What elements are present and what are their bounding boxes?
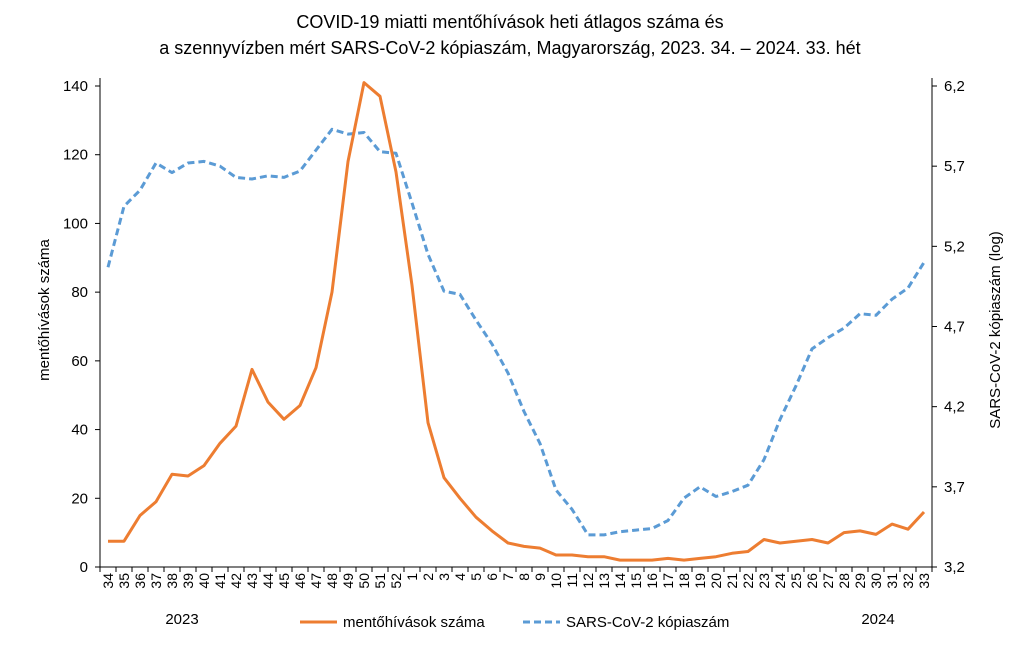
y-tick-label: 0 xyxy=(80,559,88,576)
x-tick-label: 34 xyxy=(100,573,116,589)
x-tick-label: 9 xyxy=(532,573,548,581)
x-tick-label: 48 xyxy=(324,573,340,589)
x-tick-label: 29 xyxy=(852,573,868,589)
x-tick-label: 35 xyxy=(116,573,132,589)
x-tick-label: 42 xyxy=(228,573,244,589)
chart-title-line-1: COVID-19 miatti mentőhívások heti átlago… xyxy=(296,12,723,32)
year-label-2024: 2024 xyxy=(861,611,894,628)
series-line-mentohivasok xyxy=(108,81,926,562)
y-tick-label: 20 xyxy=(71,490,88,507)
y-axis-label: mentőhívások száma xyxy=(36,238,53,380)
chart-title: COVID-19 miatti mentőhívások heti átlago… xyxy=(159,12,860,58)
x-tick-label: 27 xyxy=(820,573,836,589)
x-tick-label: 5 xyxy=(468,573,484,581)
x-tick-label: 38 xyxy=(164,573,180,589)
x-tick-label: 31 xyxy=(884,573,900,589)
x-tick-label: 33 xyxy=(916,573,932,589)
x-tick-label: 2 xyxy=(420,573,436,581)
series-line-sars-cov-2 xyxy=(106,127,926,537)
y2-axis-label: SARS-CoV-2 kópiaszám (log) xyxy=(987,231,1004,429)
y2-tick-label: 3,2 xyxy=(944,559,965,576)
x-tick-label: 22 xyxy=(740,573,756,589)
x-tick-label: 19 xyxy=(692,573,708,589)
legend: mentőhívások száma SARS-CoV-2 kópiaszám xyxy=(300,614,729,631)
x-tick-label: 1 xyxy=(404,573,420,581)
x-tick-label: 6 xyxy=(484,573,500,581)
y2-tick-label: 3,7 xyxy=(944,479,965,496)
y2-tick-label: 5,2 xyxy=(944,238,965,255)
axes: 0204060801001201403,23,74,24,75,25,76,23… xyxy=(63,78,965,589)
x-tick-label: 26 xyxy=(804,573,820,589)
y-tick-label: 60 xyxy=(71,353,88,370)
x-tick-label: 7 xyxy=(500,573,516,581)
x-tick-label: 12 xyxy=(580,573,596,589)
x-tick-label: 30 xyxy=(868,573,884,589)
x-tick-label: 52 xyxy=(388,573,404,589)
x-tick-label: 40 xyxy=(196,573,212,589)
x-tick-label: 20 xyxy=(708,573,724,589)
series-layer xyxy=(106,81,926,562)
x-tick-label: 14 xyxy=(612,573,628,589)
legend-label-mentohivasok: mentőhívások száma xyxy=(343,614,485,631)
x-tick-label: 25 xyxy=(788,573,804,589)
x-tick-label: 51 xyxy=(372,573,388,589)
x-tick-label: 11 xyxy=(564,573,580,588)
x-tick-label: 23 xyxy=(756,573,772,589)
x-tick-label: 36 xyxy=(132,573,148,589)
y-tick-label: 140 xyxy=(63,78,88,95)
x-tick-label: 4 xyxy=(452,573,468,581)
x-tick-label: 15 xyxy=(628,573,644,589)
x-tick-label: 21 xyxy=(724,573,740,589)
x-tick-label: 10 xyxy=(548,573,564,589)
y2-tick-label: 5,7 xyxy=(944,158,965,175)
x-tick-label: 13 xyxy=(596,573,612,589)
x-tick-label: 44 xyxy=(260,573,276,589)
x-tick-label: 50 xyxy=(356,573,372,589)
legend-label-sars-cov-2: SARS-CoV-2 kópiaszám xyxy=(566,614,729,631)
y2-tick-label: 4,7 xyxy=(944,319,965,336)
x-tick-label: 16 xyxy=(644,573,660,589)
x-tick-label: 47 xyxy=(308,573,324,589)
x-tick-label: 41 xyxy=(212,573,228,589)
y2-tick-label: 6,2 xyxy=(944,78,965,95)
x-tick-label: 24 xyxy=(772,573,788,589)
year-label-2023: 2023 xyxy=(165,611,198,628)
x-tick-label: 32 xyxy=(900,573,916,589)
x-tick-label: 17 xyxy=(660,573,676,589)
x-tick-label: 43 xyxy=(244,573,260,589)
x-tick-label: 37 xyxy=(148,573,164,589)
x-tick-label: 18 xyxy=(676,573,692,589)
x-tick-label: 8 xyxy=(516,573,532,581)
x-tick-label: 3 xyxy=(436,573,452,581)
y2-tick-label: 4,2 xyxy=(944,399,965,416)
y-tick-label: 100 xyxy=(63,215,88,232)
y-tick-label: 40 xyxy=(71,422,88,439)
x-tick-label: 28 xyxy=(836,573,852,589)
x-tick-label: 46 xyxy=(292,573,308,589)
x-tick-label: 39 xyxy=(180,573,196,589)
y-tick-label: 120 xyxy=(63,147,88,164)
chart-title-line-2: a szennyvízben mért SARS-CoV-2 kópiaszám… xyxy=(159,38,860,58)
x-tick-label: 45 xyxy=(276,573,292,589)
x-tick-label: 49 xyxy=(340,573,356,589)
y-tick-label: 80 xyxy=(71,284,88,301)
